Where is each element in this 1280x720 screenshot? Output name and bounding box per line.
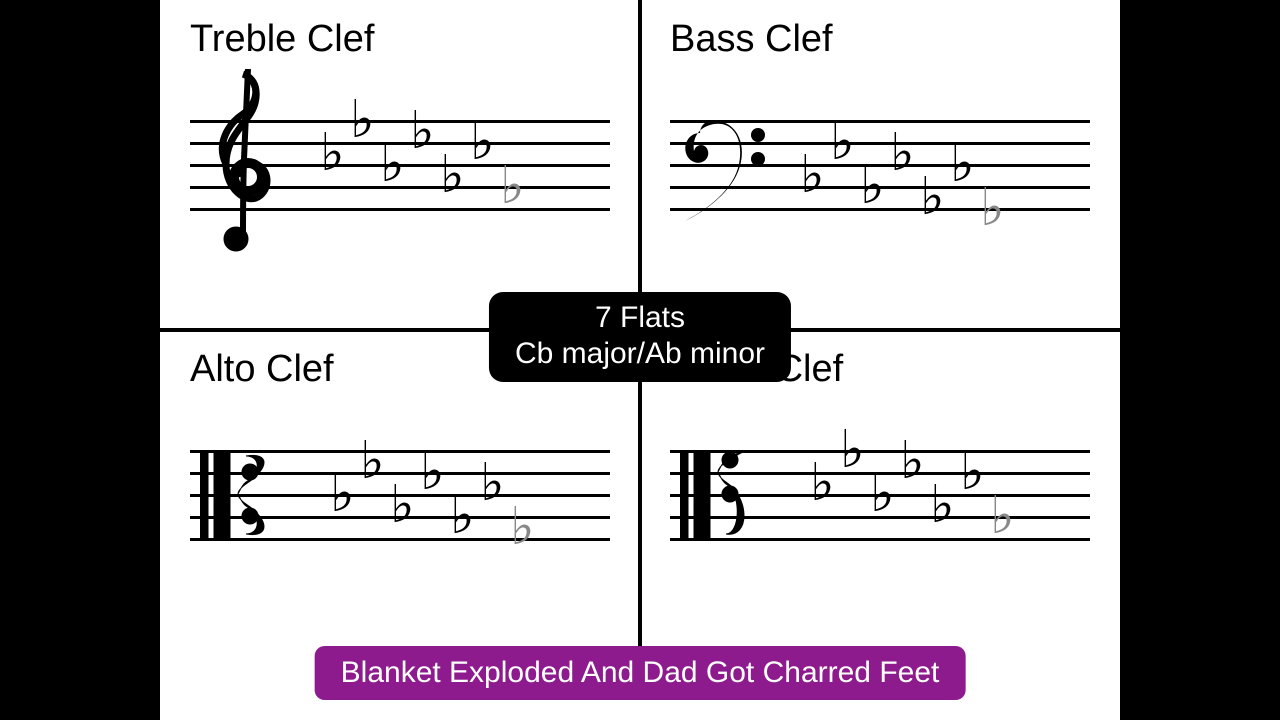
panel-title: Treble Clef [190, 18, 374, 61]
mnemonic-bar: Blanket Exploded And Dad Got Charred Fee… [315, 646, 966, 700]
center-badge: 7 Flats Cb major/Ab minor [489, 292, 791, 382]
flat-icon: ♭ [480, 453, 505, 513]
flat-icon: ♭ [900, 431, 925, 491]
flat-icon: ♭ [800, 145, 825, 205]
flat-icon: ♭ [890, 123, 915, 183]
flat-icon: ♭ [830, 112, 855, 172]
flat-icon: ♭ [980, 178, 1005, 238]
flat-icon: ♭ [360, 431, 385, 491]
flat-icon: ♭ [410, 101, 435, 161]
panel-title: Bass Clef [670, 18, 833, 61]
flat-icon: ♭ [450, 486, 475, 546]
flat-icon: ♭ [440, 145, 465, 205]
flat-icon: ♭ [810, 453, 835, 513]
panel-bass: Bass Clef ♭♭♭♭♭♭♭ [640, 0, 1120, 330]
flat-icon: ♭ [990, 486, 1015, 546]
flat-icon: ♭ [870, 464, 895, 524]
staff-tenor: ♭♭♭♭♭♭♭ [670, 450, 1090, 598]
flat-icon: ♭ [840, 420, 865, 480]
bass-clef-icon [680, 113, 775, 228]
flat-icon: ♭ [330, 464, 355, 524]
tenor-clef-icon [680, 450, 780, 547]
staff-treble: ♭♭♭♭♭♭♭ [190, 120, 610, 268]
alto-clef-icon [200, 450, 300, 547]
flat-icon: ♭ [960, 442, 985, 502]
badge-line2: Cb major/Ab minor [515, 336, 765, 372]
staff-bass: ♭♭♭♭♭♭♭ [670, 120, 1090, 268]
content-area: Treble Clef ♭♭♭♭♭♭♭ Bass Clef ♭♭♭♭♭♭♭ Al… [160, 0, 1120, 720]
flat-icon: ♭ [510, 497, 535, 557]
badge-line1: 7 Flats [515, 300, 765, 336]
flat-icon: ♭ [500, 156, 525, 216]
flat-icon: ♭ [470, 112, 495, 172]
panel-title: Alto Clef [190, 348, 334, 391]
flat-icon: ♭ [860, 156, 885, 216]
flat-icon: ♭ [920, 167, 945, 227]
flat-icon: ♭ [420, 442, 445, 502]
panel-treble: Treble Clef ♭♭♭♭♭♭♭ [160, 0, 640, 330]
treble-clef-icon [198, 69, 288, 274]
flat-icon: ♭ [390, 475, 415, 535]
flat-icon: ♭ [950, 134, 975, 194]
staff-alto: ♭♭♭♭♭♭♭ [190, 450, 610, 598]
flat-icon: ♭ [320, 123, 345, 183]
flat-icon: ♭ [380, 134, 405, 194]
flat-icon: ♭ [930, 475, 955, 535]
flat-icon: ♭ [350, 90, 375, 150]
